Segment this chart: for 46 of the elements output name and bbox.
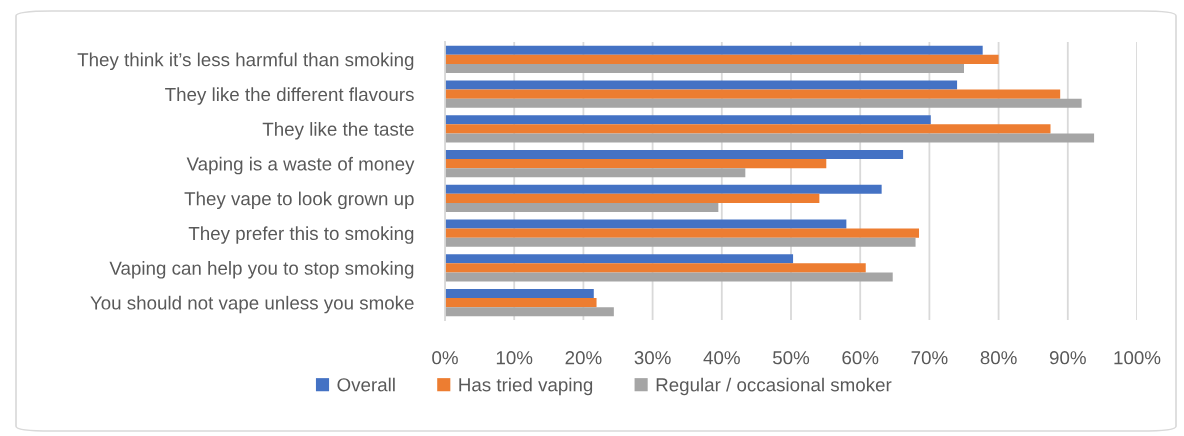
bar [445, 124, 1051, 134]
bar [445, 219, 847, 229]
bar [445, 168, 746, 178]
bar [445, 298, 597, 308]
x-tick-label: 0% [432, 351, 458, 365]
bar [445, 202, 719, 212]
bar [445, 184, 882, 194]
bar [445, 54, 999, 64]
x-tick-label: 100% [1114, 351, 1161, 365]
x-tick-label: 40% [703, 351, 740, 365]
bar [445, 193, 820, 203]
x-tick-label: 30% [634, 351, 671, 365]
bar [445, 150, 904, 160]
x-tick-label: 70% [911, 351, 948, 365]
bar [445, 80, 958, 90]
bar [445, 115, 931, 125]
bar [445, 45, 983, 55]
y-tick-label: They prefer this to smoking [188, 226, 414, 244]
legend-label: Overall [337, 377, 395, 392]
bar [445, 237, 916, 247]
y-tick-label: Vaping is a waste of money [186, 156, 415, 175]
y-tick-label: They think it’s less harmful than smoking [77, 52, 414, 71]
bar [445, 263, 866, 273]
x-tick-label: 80% [980, 351, 1017, 365]
bar [445, 228, 920, 238]
x-tick-label: 90% [1049, 351, 1086, 365]
y-tick-label: They vape to look grown up [184, 191, 414, 210]
bar [445, 272, 893, 282]
y-tick-label: They like the different flavours [165, 87, 414, 105]
bar [445, 63, 964, 73]
y-tick-label: They like the taste [262, 122, 414, 140]
bar [445, 98, 1082, 108]
legend-label: Has tried vaping [459, 377, 593, 396]
bar [445, 133, 1095, 143]
bar [445, 254, 794, 264]
x-tick-label: 20% [565, 351, 602, 365]
bar [445, 89, 1061, 99]
x-tick-label: 60% [842, 351, 879, 365]
bar [445, 159, 827, 169]
y-tick-label: You should not vape unless you smoke [90, 295, 414, 314]
y-tick-label: Vaping can help you to stop smoking [109, 261, 414, 279]
x-tick-label: 10% [496, 351, 533, 365]
legend-label: Regular / occasional smoker [656, 377, 892, 396]
bar [445, 307, 614, 317]
bar [445, 289, 594, 299]
x-tick-label: 50% [772, 351, 810, 365]
